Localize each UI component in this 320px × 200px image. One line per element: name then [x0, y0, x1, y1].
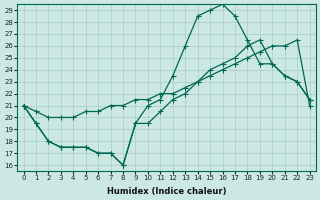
X-axis label: Humidex (Indice chaleur): Humidex (Indice chaleur)	[107, 187, 226, 196]
